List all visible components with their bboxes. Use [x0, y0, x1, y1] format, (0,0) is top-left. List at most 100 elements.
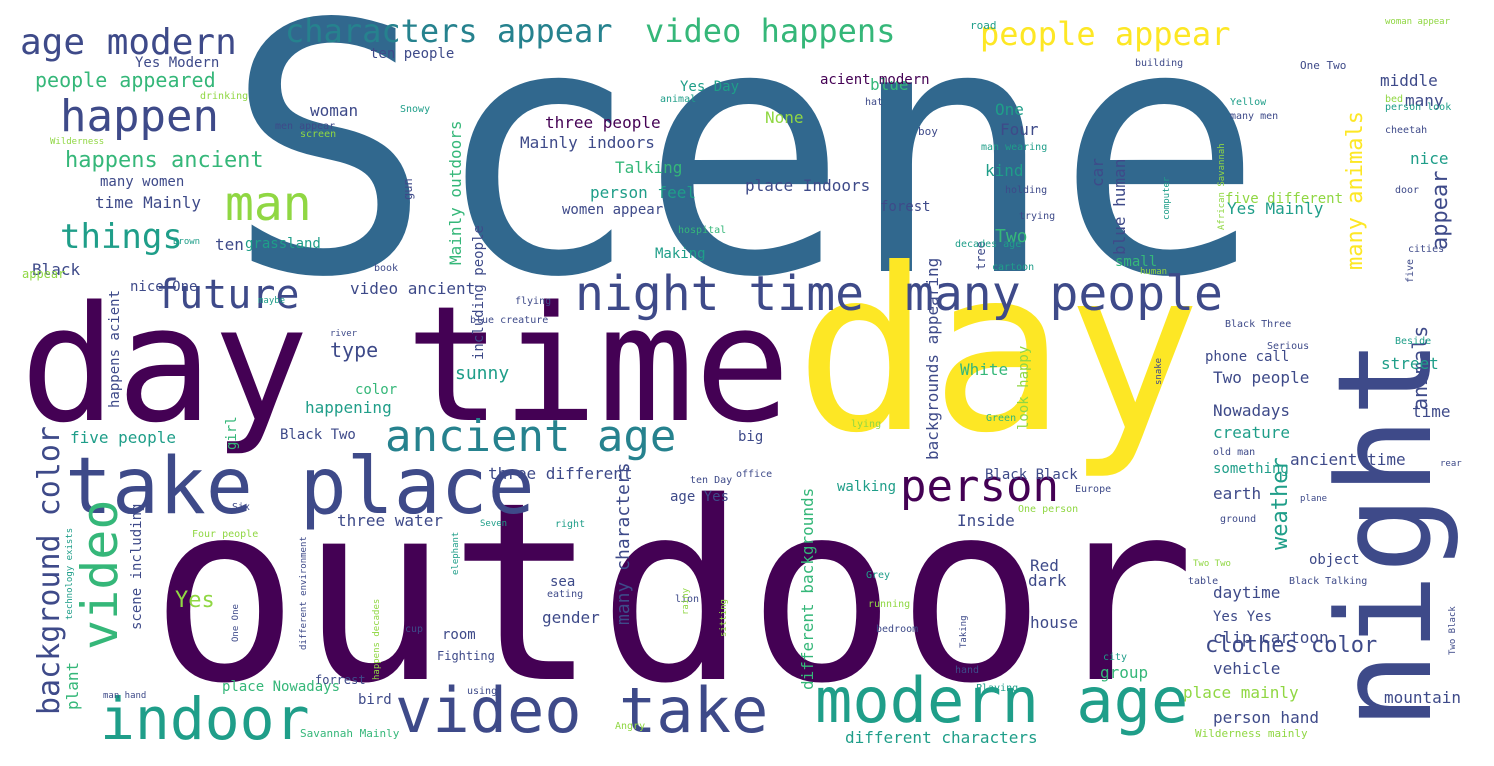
word-83: Black Black: [985, 467, 1078, 483]
word-53: Yes Modern: [135, 55, 220, 71]
word-57: Black: [32, 260, 81, 279]
word-148: hospital: [678, 225, 727, 236]
word-37: Talking: [615, 158, 683, 177]
word-188: bedroom: [876, 624, 919, 635]
word-196: city: [1103, 652, 1128, 663]
word-115: happens acient: [107, 289, 123, 408]
word-14: happen: [60, 91, 219, 142]
word-2: day: [795, 221, 1202, 483]
word-169: plane: [1300, 494, 1328, 504]
word-102: object: [1309, 552, 1360, 568]
word-127: bed: [1385, 94, 1404, 105]
word-88: many: [1405, 91, 1444, 110]
word-108: different characters: [845, 728, 1038, 747]
word-110: scene including: [129, 503, 145, 630]
word-92: Yes: [175, 588, 215, 613]
word-60: video ancient: [350, 279, 476, 298]
word-149: Brown: [173, 237, 201, 247]
word-70: walking: [837, 479, 897, 495]
word-68: five people: [70, 428, 176, 447]
word-166: ten Day: [690, 475, 733, 486]
word-178: elephant: [451, 531, 461, 575]
word-48: backgrounds appearing: [923, 257, 942, 460]
word-144: trying: [1019, 211, 1056, 222]
word-172: right: [555, 519, 586, 530]
word-43: Four: [1000, 120, 1039, 139]
word-73: Inside: [957, 511, 1015, 530]
word-170: ground: [1220, 514, 1257, 525]
word-122: Wilderness mainly: [1195, 727, 1308, 740]
word-56: ten: [215, 235, 244, 254]
word-74: White: [960, 360, 1009, 379]
word-85: time: [1412, 402, 1451, 421]
word-183: lion: [675, 594, 700, 605]
word-103: group: [1100, 663, 1149, 682]
word-128: hat: [865, 97, 884, 108]
word-104: vehicle: [1213, 659, 1281, 678]
word-130: Snowy: [400, 104, 431, 115]
word-97: dark: [1028, 571, 1067, 590]
word-31: Mainly outdoors: [446, 120, 465, 266]
word-177: happens decades: [372, 598, 382, 680]
word-114: girl: [224, 416, 240, 450]
word-192: table: [1188, 576, 1219, 587]
word-15: age modern: [20, 22, 237, 63]
word-49: blue human: [1110, 158, 1129, 255]
word-34: woman: [310, 101, 359, 120]
word-125: woman appear: [1385, 17, 1451, 27]
word-199: Angry: [615, 721, 646, 732]
word-154: maybe: [258, 296, 286, 306]
word-47: different backgrounds: [798, 487, 817, 690]
word-107: mountain: [1384, 688, 1462, 707]
word-141: door: [1395, 185, 1420, 196]
word-24: appear: [1428, 170, 1453, 250]
word-194: Black Talking: [1289, 576, 1368, 587]
word-21: video: [71, 499, 129, 650]
word-42: One: [995, 100, 1024, 119]
word-40: blue: [870, 75, 909, 94]
word-179: Seven: [480, 519, 508, 529]
word-143: African Savannah: [1217, 143, 1227, 230]
word-160: Serious: [1267, 341, 1310, 352]
word-139: cheetah: [1385, 125, 1428, 136]
word-158: Black Three: [1225, 319, 1292, 330]
word-9: night time: [575, 266, 864, 322]
word-80: something: [1213, 461, 1289, 477]
word-45: car: [1088, 158, 1107, 187]
word-165: old man: [1213, 447, 1256, 458]
word-5: take place: [65, 442, 535, 532]
word-186: Grey: [866, 570, 891, 581]
word-140: man wearing: [981, 142, 1048, 153]
word-150: book: [374, 263, 399, 274]
word-131: drinking: [200, 91, 249, 102]
word-135: boy: [918, 125, 938, 138]
word-120: forrest: [315, 673, 366, 687]
word-142: holding: [1005, 185, 1048, 196]
word-17: characters appear: [285, 12, 613, 50]
word-35: person feel: [590, 183, 696, 202]
word-113: big: [738, 429, 764, 445]
word-41: None: [765, 108, 804, 127]
word-190: Taking: [959, 615, 969, 648]
word-33: Mainly indoors: [520, 133, 655, 152]
word-20: things: [60, 217, 183, 257]
word-77: Two people: [1213, 368, 1310, 387]
word-91: Yes Mainly: [1227, 199, 1324, 218]
word-87: middle: [1380, 71, 1438, 90]
word-182: One One: [231, 604, 241, 642]
word-69: three different: [488, 464, 633, 483]
word-134: screen: [300, 129, 337, 140]
word-151: cartoon: [992, 262, 1035, 273]
word-111: plant: [63, 661, 82, 710]
word-181: cup: [405, 624, 424, 635]
word-58: nice One: [130, 279, 198, 295]
word-180: eating: [547, 589, 584, 600]
word-62: women appear: [562, 202, 664, 218]
word-55: many women: [100, 174, 185, 190]
word-95: room: [442, 627, 476, 643]
word-7: modern age: [815, 664, 1189, 737]
word-3: day time: [20, 271, 791, 458]
word-100: Yes Yes: [1213, 609, 1273, 625]
word-86: small: [1115, 254, 1158, 270]
